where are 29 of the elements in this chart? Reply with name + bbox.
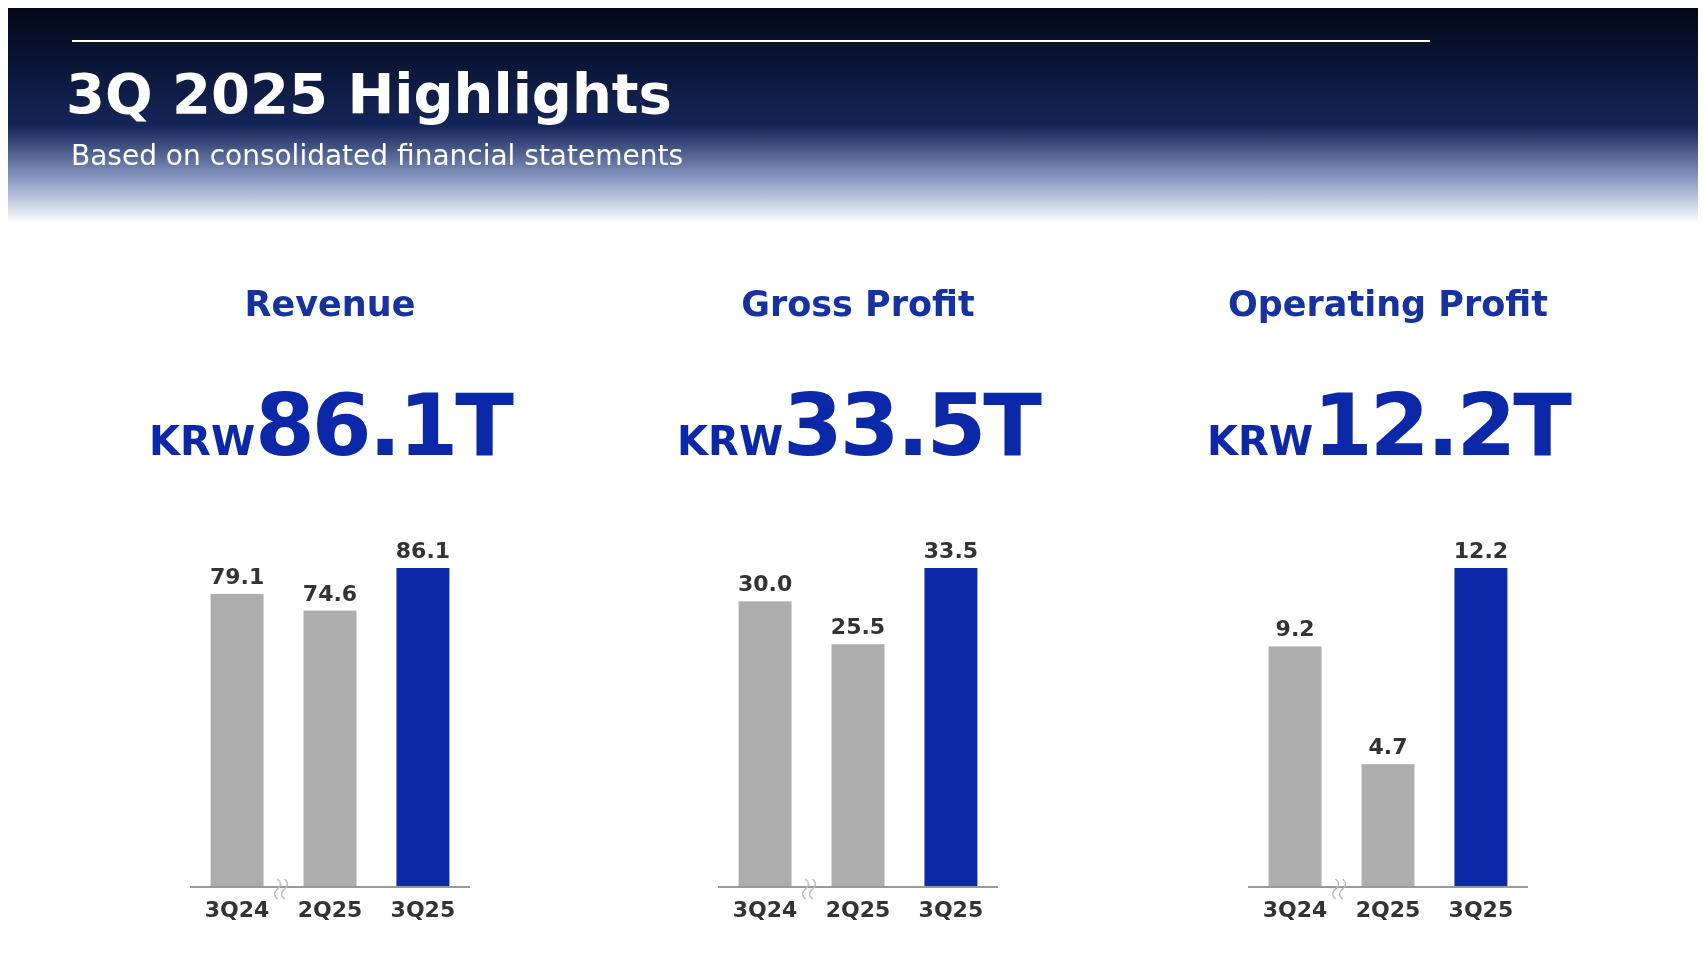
x-tick-label: 2Q25 (1355, 897, 1421, 922)
x-tick-label: 3Q24 (732, 897, 798, 922)
data-label: 33.5 (923, 538, 979, 563)
text: 12.2T (1313, 375, 1573, 475)
text: 33.5T (783, 375, 1043, 475)
x-tick-label: 2Q25 (297, 897, 363, 922)
chart-title: Gross Profit (741, 284, 975, 324)
text: 86.1T (255, 375, 515, 475)
data-label: 74.6 (302, 580, 358, 606)
x-tick-label: 2Q25 (825, 897, 891, 922)
data-label: 9.2 (1275, 616, 1315, 642)
x-tick-label: 3Q24 (204, 897, 270, 922)
data-label: 4.7 (1368, 734, 1408, 760)
chart-title: Revenue (244, 284, 416, 324)
data-label: 86.1 (395, 538, 451, 563)
x-tick-label: 3Q24 (1262, 897, 1328, 922)
x-tick-label: 3Q25 (1448, 897, 1514, 922)
x-tick-label: 3Q25 (918, 897, 984, 922)
text: KRW (149, 418, 256, 464)
data-label: 12.2 (1453, 538, 1509, 563)
text: 3Q 2025 Highlights (66, 61, 672, 126)
chart-title: Operating Profit (1228, 284, 1548, 324)
data-label: 79.1 (209, 563, 265, 589)
data-label: 25.5 (830, 614, 886, 640)
text: KRW (677, 418, 784, 464)
data-label: 30.0 (737, 571, 793, 597)
text: KRW (1207, 418, 1314, 464)
text: Based on consolidated financial statements (71, 139, 684, 172)
x-tick-label: 3Q25 (390, 897, 456, 922)
